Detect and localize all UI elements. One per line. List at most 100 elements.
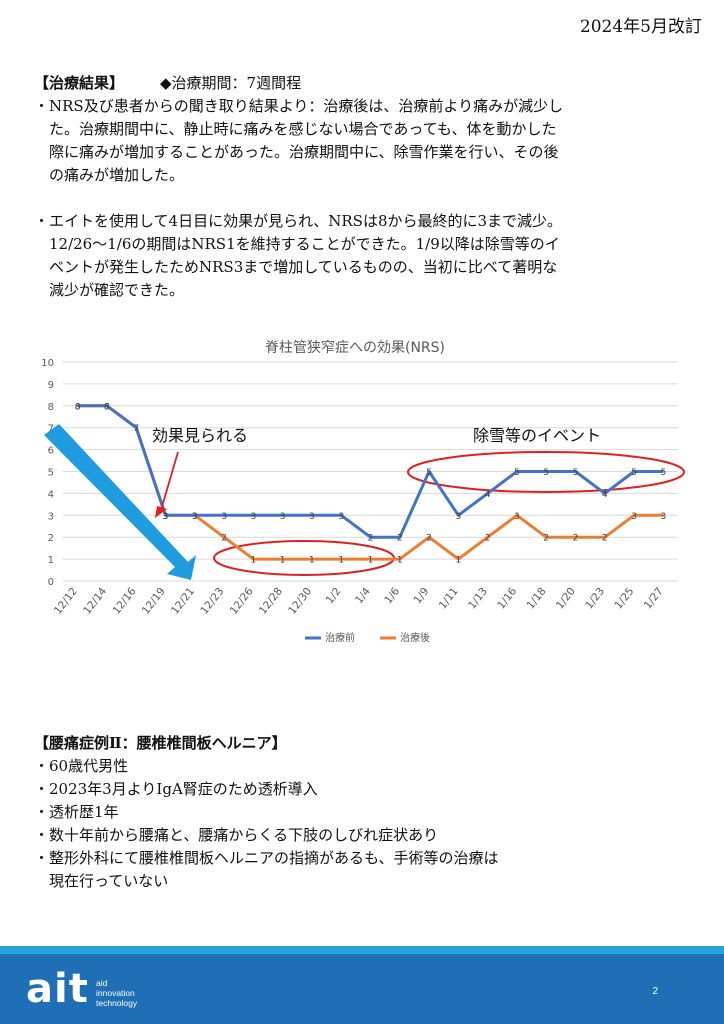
data-label: 1 — [397, 556, 403, 566]
data-label: 2 — [485, 534, 491, 544]
data-label: 2 — [368, 534, 374, 544]
revision-date: 2024年5月改訂 — [579, 17, 702, 37]
nrs-line-chart: 脊柱管狭窄症への効果(NRS) 0 1 2 3 4 5 6 7 8 9 10 12/12 12/14 12… — [30, 328, 700, 650]
y-tick-label: 8 — [48, 402, 54, 413]
logo-tagline-line: technology — [96, 998, 138, 1008]
y-tick-label: 10 — [41, 358, 54, 369]
list-item-text: 数十年前から腰痛と、腰痛からくる下肢のしびれ症状あり — [49, 826, 439, 844]
x-tick-label: 1/25 — [612, 585, 636, 611]
paragraph-line: 12/26〜1/6の期間はNRS1を維持することができた。1/9以降は除雪等のイ — [49, 235, 560, 253]
data-label: 3 — [514, 512, 520, 522]
data-label: 8 — [104, 402, 110, 412]
data-label: 1 — [368, 556, 374, 566]
y-tick-label: 9 — [48, 380, 54, 391]
list-item: ・透析歴1年 — [34, 801, 694, 824]
x-tick-label: 12/26 — [228, 585, 256, 616]
footer-band: ait aid innovation technology 2 — [0, 954, 724, 1024]
x-tick-label: 1/27 — [642, 585, 666, 611]
paragraph-line: 際に痛みが増加することがあった。治療期間中に、除雪作業を行い、その後 — [49, 143, 559, 161]
y-tick-label: 4 — [48, 489, 54, 500]
list-item-text: 60歳代男性 — [49, 757, 129, 775]
x-tick-label: 1/6 — [382, 585, 402, 606]
results-paragraph-1: ・ NRS及び患者からの聞き取り結果より：治療後は、治療前より痛みが減少し た。… — [34, 95, 706, 187]
x-tick-label: 12/21 — [169, 585, 197, 616]
paragraph-line: の痛みが増加した。 — [49, 166, 185, 184]
y-tick-label: 6 — [48, 446, 54, 457]
y-tick-label: 5 — [48, 468, 54, 479]
list-item-text: 透析歴1年 — [49, 803, 119, 821]
bullet-mark: ・ — [34, 803, 50, 821]
data-label: 5 — [573, 468, 579, 478]
data-label: 8 — [104, 402, 110, 412]
paragraph-line: た。治療期間中に、静止時に痛みを感じない場合であっても、体を動かした — [49, 120, 557, 138]
bullet-mark: ・ — [34, 757, 50, 775]
data-label: 1 — [338, 556, 344, 566]
data-label: 7 — [133, 424, 139, 434]
logo-tagline-line: aid — [96, 978, 108, 988]
annotation-snow-event: 除雪等のイベント — [473, 426, 601, 445]
data-label: 3 — [250, 512, 256, 522]
x-tick-label: 1/18 — [525, 585, 549, 611]
x-tick-label: 1/4 — [353, 585, 373, 606]
y-tick-label: 2 — [48, 533, 54, 544]
y-tick-label: 1 — [48, 555, 54, 566]
data-label: 5 — [426, 468, 432, 478]
x-tick-label: 12/12 — [52, 585, 80, 616]
x-tick-label: 1/13 — [466, 585, 490, 611]
data-label: 3 — [338, 512, 344, 522]
list-item-text: 2023年3月よりIgA腎症のため透析導入 — [49, 780, 318, 798]
list-item-text: 整形外科にて腰椎椎間板ヘルニアの指摘があるも、手術等の治療は — [49, 849, 499, 867]
results-heading: 【治療結果】 — [34, 74, 125, 92]
data-label: 3 — [280, 512, 286, 522]
logo-wordmark: ait — [26, 966, 89, 1012]
data-label: 3 — [163, 512, 169, 522]
data-label: 1 — [250, 556, 256, 566]
paragraph-line: 減少が確認できた。 — [49, 281, 185, 299]
list-item: ・数十年前から腰痛と、腰痛からくる下肢のしびれ症状あり — [34, 824, 694, 847]
list-item: ・ 2023年3月よりIgA腎症のため透析導入 — [34, 778, 694, 801]
pointer-arrowhead-icon — [155, 506, 167, 518]
x-tick-label: 12/14 — [81, 585, 109, 616]
x-tick-label: 1/23 — [583, 585, 607, 611]
list-item: ・ 60歳代男性 — [34, 755, 694, 778]
paragraph-line: NRS及び患者からの聞き取り結果より：治療後は、治療前より痛みが減少し — [49, 97, 564, 115]
paragraph-line: エイトを使用して4日目に効果が見られ、NRSは8から最終的に3まで減少。 — [49, 212, 563, 230]
x-tick-label: 12/30 — [286, 585, 314, 616]
data-label: 1 — [309, 556, 315, 566]
data-label: 3 — [455, 512, 461, 522]
x-tick-label: 12/23 — [198, 585, 226, 616]
data-label: 3 — [192, 512, 198, 522]
data-label: 8 — [75, 402, 81, 412]
bullet-mark: ・ — [34, 212, 50, 230]
data-label: 3 — [163, 512, 169, 522]
data-label: 3 — [660, 512, 666, 522]
y-tick-label: 7 — [48, 424, 54, 435]
series-line — [77, 404, 664, 539]
pointer-line — [160, 451, 179, 511]
x-tick-label: 1/9 — [412, 585, 432, 606]
data-label: 2 — [573, 534, 579, 544]
company-logo: ait aid innovation technology — [26, 966, 166, 1016]
data-label: 5 — [543, 468, 549, 478]
red-ellipse-event — [407, 451, 685, 493]
data-label: 5 — [514, 468, 520, 478]
x-tick-label: 12/28 — [257, 585, 285, 616]
case-heading: 【腰痛症例Ⅱ：腰椎椎間板ヘルニア】 — [34, 734, 287, 752]
data-label: 3 — [221, 512, 227, 522]
case-details-list: ・ 60歳代男性 ・ 2023年3月よりIgA腎症のため透析導入 ・透析歴1年 ・数… — [34, 755, 694, 893]
bullet-mark: ・ — [34, 97, 50, 115]
data-label: 2 — [602, 534, 608, 544]
bullet-mark: ・ — [34, 780, 50, 798]
treatment-period: ◆治療期間：7週間程 — [160, 74, 302, 92]
data-label: 2 — [397, 534, 403, 544]
x-tick-label: 1/11 — [437, 585, 461, 611]
legend-label: 治療前 — [325, 631, 355, 644]
list-item: ・整形外科にて腰椎椎間板ヘルニアの指摘があるも、手術等の治療は 現在行っていない — [34, 847, 694, 893]
annotation-effect-seen: 効果見られる — [152, 426, 248, 445]
x-tick-label: 1/16 — [495, 585, 519, 611]
data-label: 3 — [192, 512, 198, 522]
data-label: 3 — [309, 512, 315, 522]
data-label: 5 — [631, 468, 637, 478]
data-label: 4 — [602, 490, 608, 500]
